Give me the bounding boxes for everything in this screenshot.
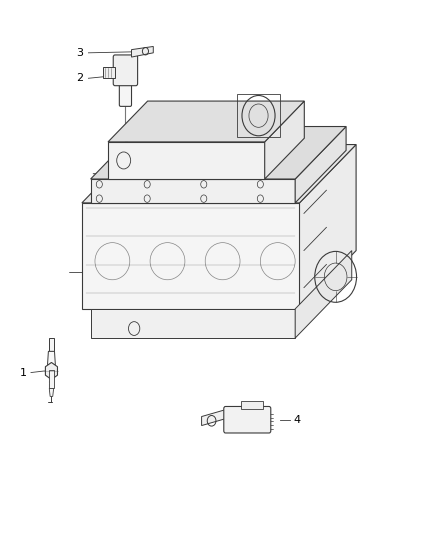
Polygon shape bbox=[108, 101, 304, 142]
Polygon shape bbox=[300, 144, 356, 309]
Bar bbox=[49, 338, 54, 351]
Polygon shape bbox=[91, 126, 346, 179]
Polygon shape bbox=[295, 126, 346, 203]
Text: 4: 4 bbox=[294, 415, 301, 425]
Polygon shape bbox=[47, 351, 55, 365]
Polygon shape bbox=[108, 142, 265, 179]
Polygon shape bbox=[295, 251, 352, 338]
Polygon shape bbox=[91, 309, 295, 338]
Polygon shape bbox=[82, 144, 356, 203]
Polygon shape bbox=[131, 46, 153, 57]
FancyBboxPatch shape bbox=[113, 55, 138, 86]
Text: 2: 2 bbox=[76, 73, 83, 83]
Polygon shape bbox=[49, 389, 53, 397]
Bar bbox=[103, 67, 115, 78]
Polygon shape bbox=[82, 203, 300, 309]
Polygon shape bbox=[265, 101, 304, 179]
FancyBboxPatch shape bbox=[224, 407, 271, 433]
Polygon shape bbox=[241, 401, 262, 409]
Bar bbox=[49, 370, 54, 389]
Polygon shape bbox=[201, 410, 226, 425]
Text: 3: 3 bbox=[76, 48, 83, 58]
Polygon shape bbox=[46, 362, 57, 379]
Text: 1: 1 bbox=[20, 368, 27, 377]
Polygon shape bbox=[91, 179, 295, 203]
FancyBboxPatch shape bbox=[119, 82, 131, 107]
